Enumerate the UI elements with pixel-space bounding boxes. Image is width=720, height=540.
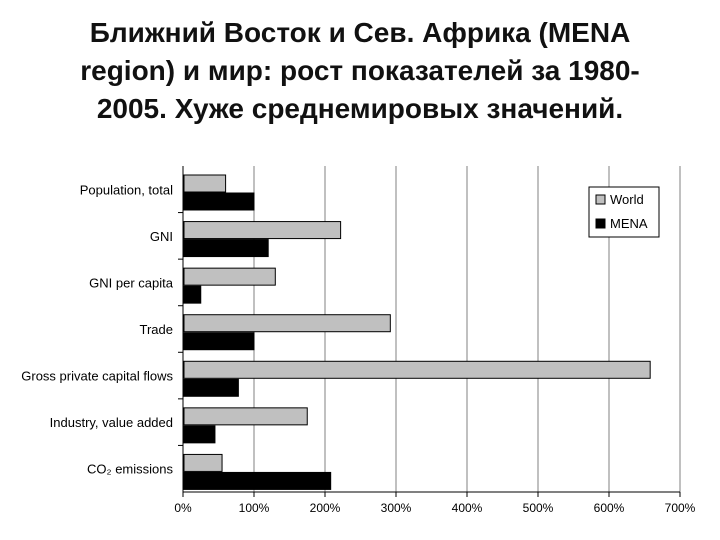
x-tick-label: 300% — [381, 501, 412, 515]
bar-world — [183, 221, 342, 240]
axes — [178, 166, 681, 497]
bar-world — [183, 360, 651, 379]
bar-world — [183, 174, 227, 193]
x-tick-label: 400% — [452, 501, 483, 515]
category-label: GNI — [150, 229, 173, 244]
gridlines — [253, 166, 681, 492]
bar-world — [183, 453, 223, 472]
bar-world — [183, 314, 391, 333]
bar-mena — [183, 239, 269, 258]
slide-title: Ближний Восток и Сев. Африка (MENA regio… — [0, 14, 720, 128]
legend-label-world: World — [610, 192, 644, 207]
legend-swatch-mena — [595, 218, 606, 229]
category-label: CO₂ emissions — [87, 462, 173, 477]
legend-label-mena: MENA — [610, 216, 648, 231]
category-label: GNI per capita — [89, 275, 174, 290]
bar-world — [183, 407, 308, 426]
bar-mena — [183, 332, 255, 351]
x-tick-label: 600% — [594, 501, 625, 515]
bar-mena — [183, 471, 332, 490]
category-label: Industry, value added — [50, 415, 173, 430]
title-line-3: 2005. Хуже среднемировых значений. — [96, 93, 624, 124]
x-tick-label: 700% — [665, 501, 696, 515]
bar-mena — [183, 192, 255, 211]
category-label: Gross private capital flows — [21, 369, 173, 384]
category-labels: Population, total GNI GNI per capita Trade G… — [21, 182, 173, 476]
title-line-1: Ближний Восток и Сев. Африка (MENA — [89, 17, 631, 48]
legend-swatch-world — [595, 194, 606, 205]
bar-mena — [183, 425, 216, 444]
category-label: Trade — [140, 322, 173, 337]
x-tick-label: 100% — [239, 501, 270, 515]
bar-mena — [183, 378, 239, 397]
x-tick-label: 0% — [174, 501, 192, 515]
title-line-2: region) и мир: рост показателей за 1980- — [80, 55, 640, 86]
x-tick-label: 500% — [523, 501, 554, 515]
category-label: Population, total — [80, 182, 173, 197]
bars — [183, 174, 651, 490]
legend: World MENA — [588, 186, 660, 238]
bar-world — [183, 267, 276, 286]
x-tick-label: 200% — [310, 501, 341, 515]
bar-mena — [183, 285, 202, 304]
x-tick-labels: 0% 100% 200% 300% 400% 500% 600% 700% — [174, 501, 695, 515]
